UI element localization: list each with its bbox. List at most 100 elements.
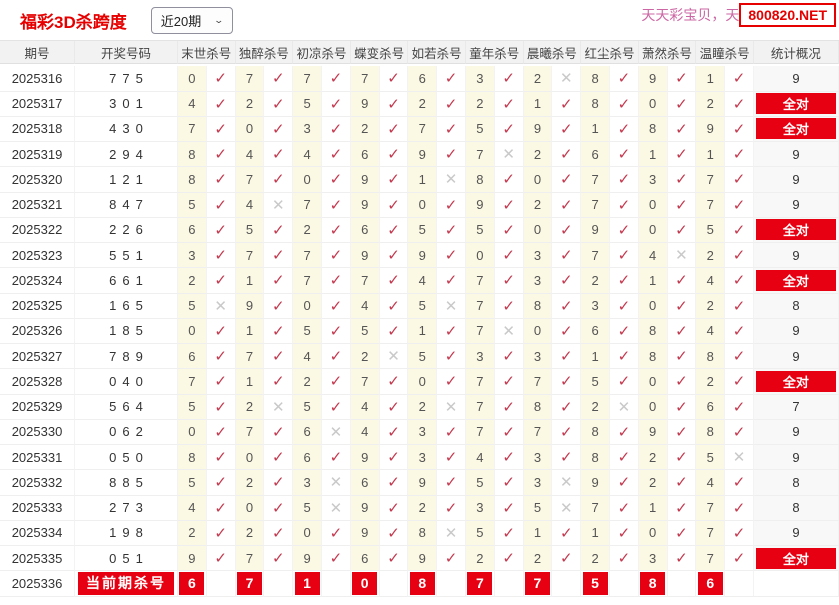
hit-check-icon: ✓ <box>264 369 294 395</box>
kill-number-cell: 7 <box>178 369 207 395</box>
miss-x-icon: ✕ <box>321 470 351 496</box>
kill-number-cell: 5 <box>293 91 322 117</box>
hit-check-icon: ✓ <box>667 520 697 546</box>
kill-number-cell: 4 <box>235 142 265 168</box>
kill-number-cell: 7 <box>350 66 380 92</box>
hit-check-icon: ✓ <box>437 243 466 269</box>
column-header: 晨曦杀号 <box>523 41 582 64</box>
draw-cell: 430 <box>75 116 178 142</box>
kill-number-cell: 7 <box>408 116 438 142</box>
kill-number-cell: 0 <box>293 167 322 193</box>
kill-number-cell: 6 <box>581 142 610 168</box>
hit-check-icon: ✓ <box>552 142 582 168</box>
hit-check-icon: ✓ <box>206 243 236 269</box>
kill-number-cell: 2 <box>581 268 610 294</box>
stat-cell: 全对 <box>753 217 839 243</box>
hit-check-icon: ✓ <box>609 369 639 395</box>
kill-number-cell: 2 <box>235 470 265 496</box>
stat-cell: 9 <box>753 167 839 193</box>
hit-check-icon: ✓ <box>437 268 466 294</box>
kill-number-cell: 6 <box>408 66 438 92</box>
hit-check-icon: ✓ <box>552 268 582 294</box>
hit-check-icon: ✓ <box>725 520 754 546</box>
kill-number-cell: 5 <box>178 394 207 420</box>
kill-number-cell: 3 <box>408 419 438 445</box>
kill-number-cell: 6 <box>178 217 207 243</box>
kill-number-cell: 1 <box>235 369 265 395</box>
current-period-kill-label: 当前期杀号 <box>78 571 174 595</box>
miss-x-icon: ✕ <box>264 192 294 218</box>
miss-x-icon: ✕ <box>321 495 351 521</box>
kill-number-cell: 4 <box>465 445 495 471</box>
kill-number-cell: 3 <box>178 243 207 269</box>
hit-check-icon: ✓ <box>379 495 409 521</box>
kill-number-cell: 6 <box>581 318 610 344</box>
hit-check-icon: ✓ <box>667 192 697 218</box>
summary-kill-number-cell: 6 <box>696 571 726 597</box>
site-domain-badge[interactable]: 800820.NET <box>739 3 836 27</box>
kill-number-cell: 5 <box>465 520 495 546</box>
miss-x-icon: ✕ <box>494 318 524 344</box>
hit-check-icon: ✓ <box>206 116 236 142</box>
kill-number-cell: 7 <box>293 268 322 294</box>
summary-kill-badge: 5 <box>582 571 608 595</box>
miss-x-icon: ✕ <box>321 419 351 445</box>
hit-check-icon: ✓ <box>321 445 351 471</box>
kill-number-cell: 8 <box>696 419 726 445</box>
stat-cell: 9 <box>753 520 839 546</box>
hit-check-icon: ✓ <box>264 495 294 521</box>
miss-x-icon: ✕ <box>206 293 236 319</box>
kill-number-cell: 3 <box>465 66 495 92</box>
hit-check-icon: ✓ <box>725 142 754 168</box>
hit-check-icon: ✓ <box>725 495 754 521</box>
kill-number-cell: 7 <box>581 243 610 269</box>
kill-number-cell: 6 <box>350 142 380 168</box>
draw-cell: 847 <box>75 192 178 218</box>
hit-check-icon: ✓ <box>437 369 466 395</box>
draw-cell: 294 <box>75 142 178 168</box>
hit-check-icon: ✓ <box>379 217 409 243</box>
stat-cell: 全对 <box>753 116 839 142</box>
kill-number-cell: 4 <box>408 268 438 294</box>
range-select[interactable]: 近20期 ⌄ <box>150 6 233 34</box>
kill-number-cell: 5 <box>465 470 495 496</box>
hit-check-icon: ✓ <box>725 116 754 142</box>
hit-check-icon: ✓ <box>552 369 582 395</box>
kill-number-cell: 0 <box>235 116 265 142</box>
hit-check-icon: ✓ <box>206 445 236 471</box>
hit-check-icon: ✓ <box>264 116 294 142</box>
kill-number-cell: 2 <box>581 546 610 572</box>
hit-check-icon: ✓ <box>206 394 236 420</box>
kill-number-cell: 5 <box>293 318 322 344</box>
kill-number-cell: 7 <box>178 116 207 142</box>
period-cell: 2025326 <box>0 318 75 344</box>
column-header: 末世杀号 <box>178 41 236 64</box>
kill-number-cell: 4 <box>696 318 726 344</box>
miss-x-icon: ✕ <box>437 293 466 319</box>
kill-number-cell: 2 <box>178 268 207 294</box>
kill-number-cell: 9 <box>408 243 438 269</box>
hit-check-icon: ✓ <box>206 167 236 193</box>
hit-check-icon: ✓ <box>494 116 524 142</box>
chevron-down-icon: ⌄ <box>213 14 225 25</box>
kill-number-cell: 5 <box>408 344 438 370</box>
kill-number-cell: 7 <box>465 293 495 319</box>
kill-number-cell: 6 <box>178 344 207 370</box>
period-cell: 2025335 <box>0 546 75 572</box>
kill-number-cell: 4 <box>293 142 322 168</box>
draw-cell: 775 <box>75 66 178 92</box>
hit-check-icon: ✓ <box>264 167 294 193</box>
kill-number-cell: 3 <box>523 243 553 269</box>
kill-number-cell: 2 <box>523 142 553 168</box>
hit-check-icon: ✓ <box>437 91 466 117</box>
kill-number-cell: 3 <box>408 445 438 471</box>
hit-check-icon: ✓ <box>609 546 639 572</box>
stat-cell: 9 <box>753 445 839 471</box>
kill-number-cell: 7 <box>293 243 322 269</box>
hit-check-icon: ✓ <box>609 268 639 294</box>
miss-x-icon: ✕ <box>379 344 409 370</box>
draw-cell: 551 <box>75 243 178 269</box>
hit-check-icon: ✓ <box>609 66 639 92</box>
hit-check-icon: ✓ <box>667 394 697 420</box>
kill-number-cell: 9 <box>638 66 668 92</box>
